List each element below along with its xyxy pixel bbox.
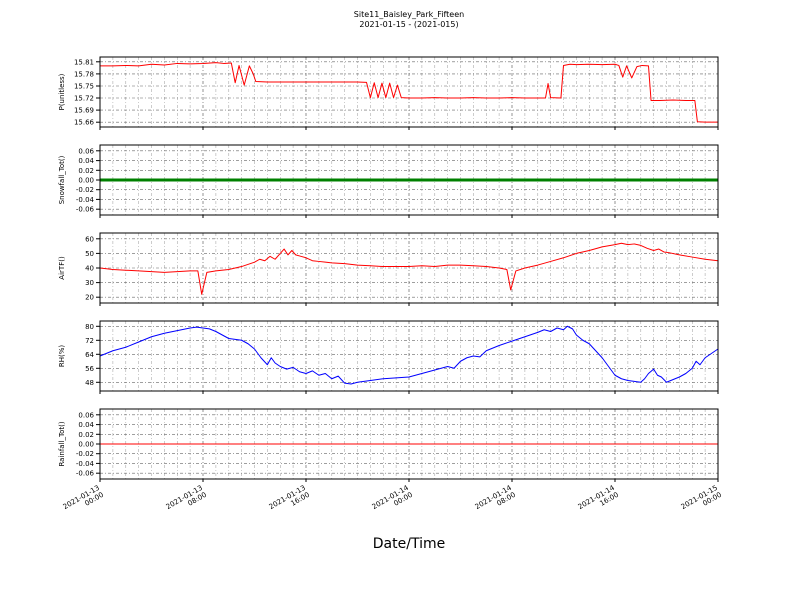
ytick-label: 15.78 bbox=[74, 70, 94, 78]
ytick-label: 30 bbox=[85, 279, 94, 287]
ytick-label: 48 bbox=[85, 379, 94, 387]
ytick-label: 56 bbox=[85, 365, 94, 373]
chart-title: Site11_Baisley_Park_Fifteen bbox=[354, 10, 464, 19]
ytick-label: 15.66 bbox=[74, 119, 95, 127]
ytick-label: -0.02 bbox=[76, 186, 94, 194]
subplot-airtf: 20 30 40 50 60 AirTF() bbox=[58, 232, 719, 306]
chart-subtitle: 2021-01-15 - (2021-015) bbox=[359, 20, 458, 29]
ytick-label: 0.02 bbox=[78, 431, 94, 439]
ytick-label: 15.75 bbox=[74, 83, 94, 91]
axis-border bbox=[99, 320, 719, 392]
y-axis-label: AirTF() bbox=[58, 256, 66, 280]
ytick-label: 0.06 bbox=[78, 147, 94, 155]
x-axis-title: Date/Time bbox=[373, 536, 445, 552]
ytick-label: -0.06 bbox=[76, 470, 95, 478]
ytick-label: -0.06 bbox=[76, 206, 95, 214]
ytick-label: 15.72 bbox=[74, 95, 94, 103]
ytick-label: 0.06 bbox=[78, 411, 94, 419]
subplot-snowfall-tot: -0.06 -0.04 -0.020.00 0.02 0.04 0.06 Snowfall_… bbox=[58, 144, 719, 218]
ytick-label: 0.02 bbox=[78, 167, 94, 175]
ytick-label: 80 bbox=[85, 323, 94, 331]
ytick-label: 15.69 bbox=[74, 107, 94, 115]
ytick-label: -0.02 bbox=[76, 450, 94, 458]
axis-border bbox=[99, 144, 719, 216]
ytick-label: -0.04 bbox=[76, 196, 95, 204]
ytick-label: 0.00 bbox=[78, 441, 94, 449]
ytick-label: -0.04 bbox=[76, 460, 95, 468]
ytick-label: 72 bbox=[85, 337, 94, 345]
ytick-label: 15.81 bbox=[74, 58, 94, 66]
ytick-label: 60 bbox=[85, 235, 94, 243]
axis-border bbox=[99, 408, 719, 480]
subplot-p-unitless: 15.66 15.69 15.72 15.75 15.78 15.81 P(unitless… bbox=[58, 56, 719, 130]
subplot-rh: 48 56 64 72 80 RH(%) bbox=[58, 320, 719, 394]
ytick-label: 40 bbox=[85, 265, 94, 273]
y-axis-label: Snowfall_Tot() bbox=[58, 155, 66, 204]
y-axis-label: RH(%) bbox=[58, 345, 66, 368]
series-line bbox=[99, 325, 719, 385]
axis-border bbox=[99, 232, 719, 304]
ytick-label: 64 bbox=[85, 351, 94, 359]
ytick-label: 0.04 bbox=[78, 421, 94, 429]
ytick-label: 20 bbox=[85, 294, 94, 302]
y-axis-label: P(unitless) bbox=[58, 73, 66, 110]
ytick-label: 0.00 bbox=[78, 177, 94, 185]
y-axis-label: Rainfall_Tot() bbox=[58, 421, 66, 466]
series-line bbox=[99, 242, 719, 295]
ytick-label: 50 bbox=[85, 250, 94, 258]
series-line bbox=[100, 62, 718, 123]
axis-border bbox=[99, 56, 719, 128]
ytick-label: 0.04 bbox=[78, 157, 94, 165]
